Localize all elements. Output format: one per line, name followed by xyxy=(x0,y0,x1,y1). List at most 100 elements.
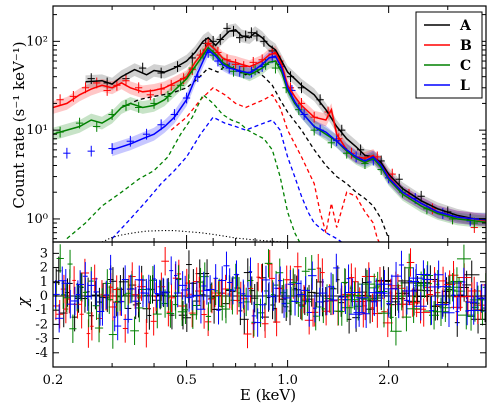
model-line-C xyxy=(53,46,486,223)
residual-C xyxy=(217,278,221,308)
residual-L xyxy=(87,271,95,300)
residual-L xyxy=(439,272,452,301)
residual-L xyxy=(274,274,278,303)
residual-L xyxy=(422,265,433,294)
residual-C xyxy=(192,291,201,320)
residual-A xyxy=(186,250,192,279)
residual-L xyxy=(76,270,85,299)
residual-B xyxy=(108,292,118,322)
y-axis-label-countrate: Count rate (s⁻¹ keV⁻¹) xyxy=(10,41,28,208)
residual-L xyxy=(435,290,449,319)
x-tick-label: 0.2 xyxy=(43,373,64,388)
bottom-frame xyxy=(52,241,487,368)
residual-L xyxy=(386,289,392,318)
residual-L xyxy=(227,268,233,297)
residual-B xyxy=(406,248,415,277)
residual-L xyxy=(308,261,317,290)
x-tick-label: 0.5 xyxy=(176,373,197,388)
residual-L xyxy=(476,283,486,313)
data-point-L xyxy=(87,145,95,157)
residual-L xyxy=(173,278,182,308)
residual-L xyxy=(146,274,151,304)
residual-L xyxy=(169,256,174,285)
data-point-A xyxy=(87,73,95,85)
data-point-C xyxy=(229,65,238,77)
residual-C xyxy=(175,265,182,294)
data-point-A xyxy=(157,67,165,79)
residual-L xyxy=(338,282,345,312)
data-point-L xyxy=(63,147,71,159)
data-point-A xyxy=(138,62,147,74)
residual-L xyxy=(367,267,372,297)
residual-L xyxy=(118,287,125,316)
data-point-C xyxy=(327,137,335,149)
y-tick-label-bottom: -1 xyxy=(35,303,48,318)
residual-L xyxy=(451,280,456,310)
residual-L xyxy=(205,275,215,304)
residual-L xyxy=(467,296,481,325)
residual-C xyxy=(230,286,235,315)
residual-L xyxy=(103,280,109,310)
residual-C xyxy=(103,269,112,298)
component-dotted xyxy=(101,230,288,242)
residual-C xyxy=(67,249,73,279)
residual-C xyxy=(303,287,312,316)
residual-C xyxy=(130,316,139,346)
residual-L xyxy=(291,287,299,316)
residual-B xyxy=(268,264,275,293)
residual-C xyxy=(264,249,273,278)
residual-L xyxy=(186,283,192,312)
residual-L xyxy=(132,287,140,316)
residual-L xyxy=(333,253,340,283)
residual-L xyxy=(375,278,388,308)
residual-A xyxy=(182,303,192,332)
residual-L xyxy=(230,275,236,305)
residual-C xyxy=(346,281,363,310)
residual-B xyxy=(137,272,146,301)
residual-C xyxy=(270,280,275,309)
residual-C xyxy=(389,303,394,332)
residual-C xyxy=(108,320,117,349)
data-point-A xyxy=(395,173,403,185)
y-tick-label-top: 10¹ xyxy=(26,123,48,138)
residual-B xyxy=(91,264,98,294)
residual-C xyxy=(62,283,71,312)
data-point-A xyxy=(417,190,425,202)
residual-B xyxy=(259,264,264,293)
residual-L xyxy=(475,281,479,311)
residual-L xyxy=(251,301,257,331)
data-point-L xyxy=(126,135,134,147)
residual-B xyxy=(432,267,437,296)
residual-C xyxy=(189,300,196,329)
residual-C xyxy=(378,298,390,328)
residual-A xyxy=(135,289,141,318)
residual-L xyxy=(223,251,230,281)
residual-L xyxy=(244,281,252,311)
residual-C xyxy=(417,269,432,298)
residual-C xyxy=(149,266,157,295)
residual-C xyxy=(254,290,260,319)
residual-L xyxy=(318,278,328,308)
residual-L xyxy=(398,250,405,280)
residual-L xyxy=(134,265,144,294)
residual-L xyxy=(202,276,211,305)
residual-L xyxy=(377,270,392,299)
residual-L xyxy=(409,263,423,293)
data-point-C xyxy=(271,62,280,74)
residual-L xyxy=(355,283,369,312)
data-point-A xyxy=(223,22,231,34)
residual-B xyxy=(201,300,207,329)
residual-A xyxy=(118,267,128,297)
data-point-C xyxy=(93,121,101,132)
component-dashed-3 xyxy=(111,116,343,242)
residual-L xyxy=(126,274,135,304)
residual-L xyxy=(277,266,283,295)
residual-C xyxy=(432,297,450,326)
residual-C xyxy=(69,314,77,343)
residual-B xyxy=(112,275,121,304)
residual-A xyxy=(100,283,107,312)
residual-L xyxy=(196,295,206,324)
residual-B xyxy=(90,312,94,341)
